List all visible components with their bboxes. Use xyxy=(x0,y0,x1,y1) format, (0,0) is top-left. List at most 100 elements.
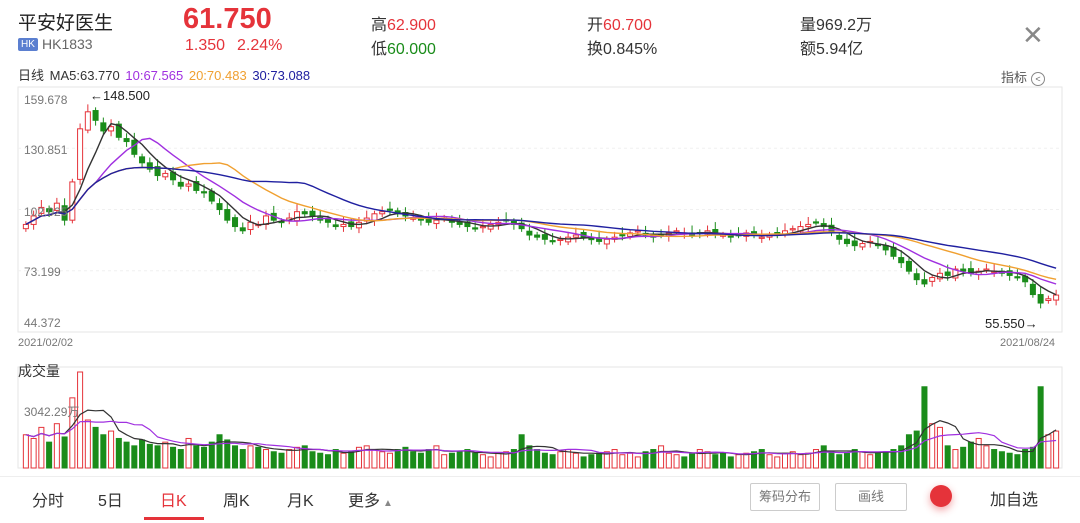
candle-body xyxy=(1037,294,1044,304)
volume-bar xyxy=(812,449,820,469)
volume-bar xyxy=(952,449,959,469)
volume-bar xyxy=(1053,430,1060,469)
price-change-pct: 2.24% xyxy=(237,37,283,54)
volume-bar xyxy=(270,451,277,469)
volume-bar xyxy=(394,449,401,469)
current-price: 61.750 xyxy=(183,3,272,35)
chart-marks xyxy=(22,104,1060,469)
candle-body xyxy=(534,234,541,238)
close-icon[interactable]: ✕ xyxy=(1022,20,1044,50)
volume-bar xyxy=(774,456,781,469)
volume-bar xyxy=(929,423,936,469)
volume-bar xyxy=(193,445,200,469)
volume-bar xyxy=(425,449,432,469)
tab-weekly-k[interactable]: 周K xyxy=(223,493,250,510)
open-value: 60.700 xyxy=(603,17,652,34)
add-watchlist-button[interactable]: 加自选 xyxy=(990,492,1039,509)
volume-bar xyxy=(867,454,874,469)
ma5-label: MA5:63.770 xyxy=(49,68,120,83)
candle-body xyxy=(38,206,45,214)
indicator-button[interactable]: 指标 < xyxy=(1001,67,1046,86)
volume-bar xyxy=(557,451,564,469)
candle-body xyxy=(913,273,920,281)
candle-body xyxy=(293,211,301,222)
volume-bar xyxy=(379,451,386,469)
candle-body xyxy=(479,226,486,229)
bottom-toolbar: 分时 5日 日K 周K 月K 更多 ▲ 筹码分布 画线 加自选 xyxy=(0,476,1080,523)
volume-bar xyxy=(239,449,246,469)
volume-bar xyxy=(262,449,270,469)
volume-bar xyxy=(495,452,502,469)
volume-bar xyxy=(154,445,161,469)
chip-distribution-button[interactable]: 筹码分布 xyxy=(750,483,820,511)
candle-body xyxy=(812,221,820,224)
volume-bar xyxy=(735,454,742,469)
volume-bar xyxy=(905,434,912,469)
candle-body xyxy=(789,228,796,231)
max-marker: ←148.500 xyxy=(90,88,150,103)
candle-body xyxy=(1029,283,1036,296)
draw-line-button[interactable]: 画线 xyxy=(835,483,907,511)
volume-bar xyxy=(100,434,107,469)
volume-bar xyxy=(820,445,827,469)
volume-bar xyxy=(805,452,812,469)
volume-bar xyxy=(975,437,982,469)
tab-more[interactable]: 更多 ▲ xyxy=(348,487,393,511)
volume-ma5-line xyxy=(25,409,1057,456)
volume-bar xyxy=(61,436,68,469)
candle-body xyxy=(905,260,912,272)
volume-bar xyxy=(1022,449,1029,469)
y-tick-1: 130.851 xyxy=(24,143,68,157)
tab-monthly-k[interactable]: 月K xyxy=(287,493,314,510)
y-tick-4: 44.372 xyxy=(24,316,61,330)
volume-bar xyxy=(836,454,843,469)
volume-bar xyxy=(681,456,688,469)
candle-body xyxy=(898,257,905,264)
candle-body xyxy=(22,223,29,230)
volume-bar xyxy=(84,419,91,469)
volume-ma10-line xyxy=(25,420,1057,455)
candle-body xyxy=(123,138,130,143)
amount-stat: 额5.94亿 xyxy=(800,35,863,59)
high-value: 62.900 xyxy=(387,17,436,34)
volume-bar xyxy=(650,449,657,469)
volume-bar xyxy=(286,449,293,469)
candle-body xyxy=(1014,276,1021,279)
candle-body xyxy=(921,279,928,285)
open-label: 开 xyxy=(587,17,604,34)
volume-bar xyxy=(898,445,905,469)
candle-body xyxy=(154,166,161,177)
volume-bar xyxy=(720,452,727,469)
volume-bar xyxy=(534,449,541,469)
volume-bar xyxy=(309,451,316,469)
candle-body xyxy=(557,238,564,242)
tab-daily-k[interactable]: 日K xyxy=(160,493,187,510)
ma30-label: 30:73.088 xyxy=(252,68,311,83)
high-stat: 高62.900 xyxy=(371,11,436,35)
chevron-left-icon: < xyxy=(1031,71,1046,86)
candle-body xyxy=(1053,294,1060,301)
volume-bar xyxy=(30,437,37,469)
volume-bar xyxy=(634,456,641,469)
ma5-line xyxy=(25,122,1057,296)
candle-body xyxy=(549,240,556,243)
record-dot-icon[interactable] xyxy=(930,485,952,507)
amount-label: 额 xyxy=(800,41,817,58)
volume-bar xyxy=(758,449,765,469)
volume-bar xyxy=(386,452,393,469)
tab-intraday[interactable]: 分时 xyxy=(32,493,65,510)
volume-bar xyxy=(371,449,378,469)
ma20-label: 20:70.483 xyxy=(188,68,247,83)
candle-body xyxy=(541,234,548,240)
volume-bar xyxy=(526,445,533,469)
volume-bar xyxy=(38,426,45,469)
volume-bar xyxy=(301,445,308,469)
y-tick-3: 73.199 xyxy=(24,265,61,279)
candle-body xyxy=(146,162,153,170)
candle-body xyxy=(960,268,967,272)
candle-body xyxy=(224,209,231,221)
candle-body xyxy=(84,111,91,131)
tab-5day[interactable]: 5日 xyxy=(98,493,123,510)
kline-chart[interactable]: 159.678 130.851 102.025 73.199 44.372 ←1… xyxy=(0,82,1080,474)
candle-body xyxy=(843,238,850,245)
